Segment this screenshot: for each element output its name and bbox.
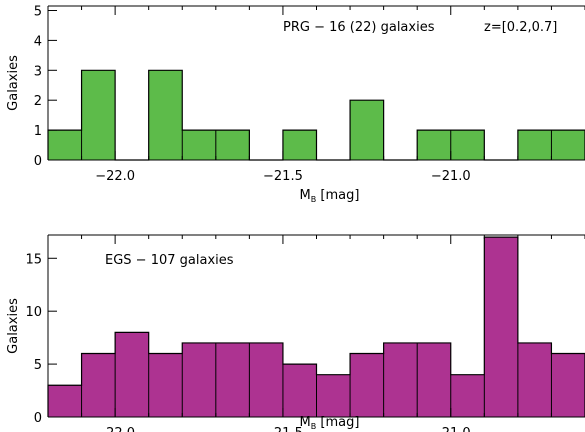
histogram-bar — [517, 342, 552, 417]
y-tick-label: 4 — [34, 34, 42, 49]
histogram-bar — [517, 130, 552, 160]
y-axis-label: Galaxies — [6, 298, 21, 354]
x-tick-label: −21.5 — [263, 426, 303, 432]
y-tick-label: 10 — [25, 305, 42, 320]
histogram-bar — [182, 130, 216, 160]
x-axis-label: MB [mag] — [300, 188, 360, 204]
redshift-annotation: z=[0.2,0.7] — [484, 20, 557, 35]
histogram-bar — [282, 364, 317, 417]
histogram-bar — [316, 374, 351, 417]
histogram-panel-2: −22.0 −21.5 −21.0 0 5 10 15 Galaxies MB [mag] EGS… — [6, 234, 585, 432]
x-axis-label-unit: [mag] — [316, 415, 359, 430]
histogram-bar — [182, 342, 216, 417]
x-axis-label-main: M — [300, 415, 311, 430]
y-tick-label: 5 — [34, 4, 42, 19]
histogram-outline — [47, 69, 585, 161]
x-axis-label: MB [mag] — [300, 415, 360, 431]
sample-annotation: PRG − 16 (22) galaxies — [283, 20, 435, 35]
sample-annotation: EGS − 107 galaxies — [105, 253, 234, 268]
x-tick-label: −21.0 — [431, 169, 471, 184]
histogram-bar — [417, 342, 451, 417]
x-axis-label-sub: B — [311, 195, 317, 204]
x-tick-label: −22.0 — [95, 426, 135, 432]
x-tick-label: −22.0 — [95, 169, 135, 184]
histogram-bar — [450, 130, 485, 160]
histogram-bar — [148, 70, 183, 160]
histogram-bar — [282, 130, 317, 160]
histogram-bar — [417, 130, 451, 160]
histogram-bar — [215, 342, 250, 417]
y-tick-label: 2 — [34, 94, 42, 109]
y-tick-label: 3 — [34, 64, 42, 79]
x-axis-label-sub: B — [311, 422, 317, 431]
histogram-bar — [148, 353, 183, 417]
histogram-bar — [48, 130, 82, 160]
histogram-bar — [383, 342, 418, 417]
y-axis-label: Galaxies — [6, 55, 21, 111]
histogram-bar — [115, 332, 149, 417]
histogram-bar — [81, 353, 116, 417]
histogram-bar — [48, 385, 82, 417]
x-tick-label: −21.5 — [263, 169, 303, 184]
histogram-bar — [450, 374, 485, 417]
y-tick-label: 15 — [25, 252, 42, 267]
x-axis-label-unit: [mag] — [316, 188, 359, 203]
histogram-bar — [551, 130, 585, 160]
y-tick-label: 0 — [34, 154, 42, 169]
histogram-bar — [350, 353, 384, 417]
y-tick-label: 5 — [34, 358, 42, 373]
histogram-bar — [350, 100, 384, 160]
histogram-panel-1: −22.0 −21.5 −21.0 0 1 2 3 4 5 Galaxies MB [mag] PRG… — [6, 4, 585, 204]
y-tick-label: 0 — [34, 411, 42, 426]
histogram-bar — [484, 237, 518, 417]
histogram-bar — [551, 353, 585, 417]
x-tick-label: −21.0 — [431, 426, 471, 432]
histogram-bar — [81, 70, 116, 160]
x-axis-label-main: M — [300, 188, 311, 203]
histogram-bar — [215, 130, 250, 160]
y-tick-label: 1 — [34, 124, 42, 139]
histogram-bar — [249, 342, 283, 417]
